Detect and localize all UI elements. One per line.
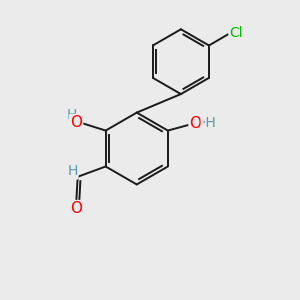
Text: O: O: [70, 201, 82, 216]
Text: O: O: [190, 116, 202, 131]
Text: H: H: [67, 164, 78, 178]
Text: H: H: [67, 108, 77, 122]
Text: O: O: [70, 115, 82, 130]
Text: Cl: Cl: [230, 26, 243, 40]
Text: ·H: ·H: [202, 116, 217, 130]
